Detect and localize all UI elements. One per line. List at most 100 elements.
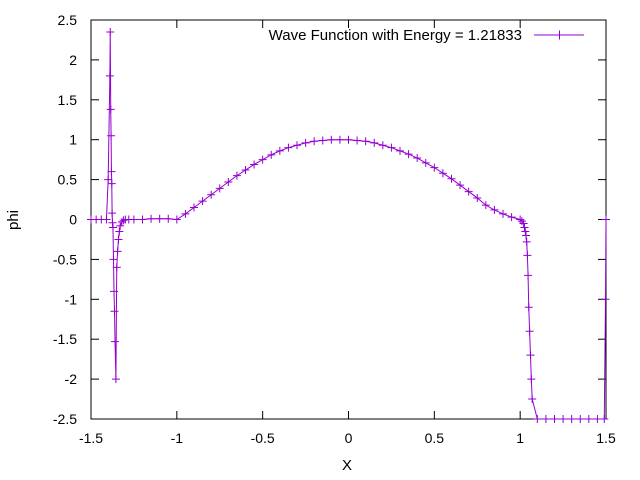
data-point [114, 235, 123, 244]
data-point [519, 219, 528, 228]
data-point [335, 135, 344, 144]
data-point [224, 177, 233, 186]
data-point [147, 214, 156, 223]
data-point [533, 415, 542, 423]
data-point [109, 255, 118, 264]
data-point [527, 375, 536, 384]
data-point [600, 415, 609, 423]
data-point [559, 415, 568, 423]
data-point [181, 209, 190, 218]
data-point [110, 307, 119, 316]
y-tick-label: -2.5 [53, 411, 77, 427]
data-point [522, 231, 531, 240]
ticks: -1.5 -1 -0.5 0 0.5 1 1.5 2.5 2 1.5 1 0.5 0 -0.5 -1 -1.5… [53, 12, 616, 446]
series-0 [87, 27, 610, 423]
data-point [550, 415, 559, 423]
data-point [387, 143, 396, 152]
legend-label: Wave Function with Energy = 1.21833 [269, 27, 522, 44]
data-point [112, 263, 121, 272]
data-point [523, 251, 532, 260]
y-tick-label: -1 [65, 291, 78, 307]
data-point [524, 303, 533, 312]
x-tick-label: 1 [516, 430, 524, 446]
x-tick-label: 0.5 [425, 430, 445, 446]
data-point [164, 214, 173, 223]
data-point [155, 214, 164, 223]
data-point [232, 171, 241, 180]
x-axis-label: X [342, 457, 352, 474]
data-point [421, 158, 430, 167]
data-point [111, 337, 120, 346]
data-point [198, 197, 207, 206]
y-tick-label: 0.5 [58, 172, 78, 188]
data-point [284, 143, 293, 152]
data-point [584, 415, 593, 423]
data-point [275, 146, 284, 155]
data-point [447, 174, 456, 183]
data-point [107, 179, 116, 188]
data-point [310, 137, 319, 146]
data-point [116, 221, 125, 230]
data-point [438, 169, 447, 178]
data-point [241, 166, 250, 175]
data-point [106, 105, 115, 114]
x-tick-label: -0.5 [251, 430, 275, 446]
data-point [413, 154, 422, 163]
data-point [526, 351, 535, 360]
data-point [293, 141, 301, 150]
data-point [108, 223, 117, 232]
data-point [108, 218, 117, 227]
series-line [91, 31, 607, 420]
y-tick-label: 1.5 [58, 92, 78, 108]
legend: Wave Function with Energy = 1.21833 [269, 27, 584, 44]
data-point [601, 295, 610, 304]
data-point [499, 209, 507, 218]
legend-marker [555, 30, 564, 40]
data-point [172, 215, 181, 224]
data-point [106, 27, 115, 36]
data-point [344, 135, 353, 144]
data-point [190, 203, 198, 212]
y-tick-label: 2 [69, 52, 77, 68]
data-point [524, 271, 533, 280]
data-point [111, 375, 120, 384]
data-point [110, 287, 119, 296]
data-point [361, 137, 370, 146]
data-point [258, 155, 267, 164]
data-point [301, 138, 310, 147]
data-point [490, 205, 499, 214]
data-point [481, 201, 490, 210]
x-tick-label: 0 [345, 430, 353, 446]
y-tick-label: 0 [69, 212, 77, 228]
data-point [370, 138, 379, 147]
y-tick-label: -1.5 [53, 331, 77, 347]
data-point [138, 215, 147, 224]
data-point [464, 187, 473, 196]
x-tick-label: 1.5 [596, 430, 616, 446]
data-point [119, 216, 128, 225]
data-point [107, 167, 116, 176]
data-point [129, 215, 138, 224]
data-point [102, 215, 111, 224]
data-point [593, 415, 602, 423]
data-point [430, 163, 439, 172]
data-point [507, 213, 516, 222]
data-point [602, 215, 610, 224]
data-point [115, 227, 124, 236]
data-point [207, 190, 216, 199]
data-point [525, 327, 534, 336]
data-point [250, 160, 259, 169]
y-tick-label: -2 [65, 371, 78, 387]
data-point [327, 135, 336, 144]
data-point [520, 223, 529, 232]
series-group [87, 27, 610, 423]
y-tick-label: 1 [69, 132, 77, 148]
data-point [267, 150, 276, 159]
data-point [108, 209, 117, 218]
data-point [567, 415, 576, 423]
x-tick-label: -1.5 [79, 430, 103, 446]
data-point [105, 71, 114, 80]
data-point [396, 146, 404, 155]
data-point [541, 415, 550, 423]
